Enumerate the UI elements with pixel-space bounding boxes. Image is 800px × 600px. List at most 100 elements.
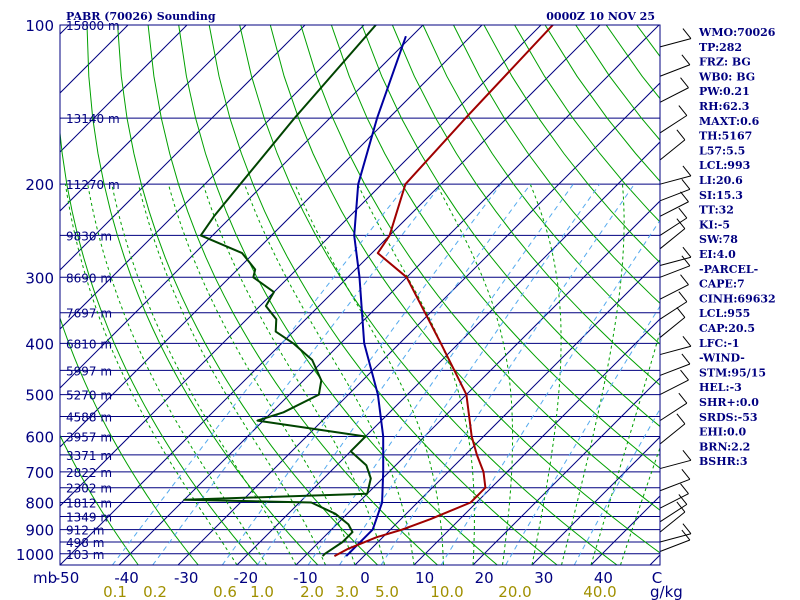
isotherm-line — [60, 25, 424, 389]
index-entry: SW:78 — [699, 233, 738, 246]
dry-adiabat — [60, 128, 259, 565]
moist-adiabat — [244, 184, 415, 565]
height-level-label: 5270 m — [66, 389, 112, 403]
wind-barb-flag — [681, 54, 691, 66]
index-entry: SHR+:0.0 — [699, 396, 759, 409]
wind-barb-flag — [676, 501, 686, 513]
mixing-ratio-line — [112, 183, 408, 565]
index-entry: CAPE:7 — [699, 278, 745, 291]
isotherm-line — [60, 25, 188, 153]
index-entry: CINH:69632 — [699, 292, 776, 305]
height-level-label: 15800 m — [66, 19, 120, 33]
index-entry: TH:5167 — [699, 130, 752, 143]
wind-barb-flag — [680, 274, 689, 285]
index-entry: TT:32 — [699, 204, 734, 217]
wind-barb-flag — [681, 179, 691, 190]
dry-adiabat — [391, 25, 660, 386]
pressure-tick-label: 300 — [25, 269, 54, 287]
wind-barb — [659, 274, 689, 300]
mixing-ratio-line — [152, 183, 442, 565]
wind-barb-flag — [678, 105, 688, 116]
wind-barb-staff — [659, 402, 688, 422]
wind-barb — [659, 392, 688, 422]
wind-barb-staff — [659, 511, 686, 533]
wind-barb-staff — [659, 201, 689, 217]
wind-barb-flag — [678, 494, 688, 505]
height-level-label: 103 m — [66, 548, 104, 562]
wind-barb-flag — [680, 77, 689, 89]
wind-barb — [659, 165, 692, 185]
mixing-ratio-line — [307, 183, 574, 565]
index-entry: TP:282 — [699, 41, 742, 54]
height-level-label: 2822 m — [66, 466, 112, 480]
wind-barb — [659, 246, 692, 267]
wind-barb-flag — [681, 468, 691, 480]
height-level-label: 1349 m — [66, 510, 112, 524]
wind-barb-staff — [659, 188, 691, 202]
wind-barb-staff — [659, 175, 692, 185]
height-level-label: 2302 m — [66, 482, 112, 496]
wind-barb — [659, 129, 686, 161]
wind-barb — [659, 413, 686, 445]
dry-adiabat — [147, 25, 438, 565]
wind-barb-flag — [676, 413, 686, 425]
wind-barb-flag — [681, 529, 691, 541]
wind-barb-flag — [678, 207, 688, 219]
wind-barb-staff — [659, 38, 692, 48]
moist-adiabat — [202, 184, 385, 565]
isotherm-line — [413, 318, 660, 565]
pressure-tick-label: 200 — [25, 176, 54, 194]
wind-barb-flag — [678, 392, 688, 404]
index-entry: LFC:-1 — [699, 337, 740, 350]
mixing-ratio-line — [339, 183, 601, 565]
index-entry: -PARCEL- — [699, 263, 758, 276]
wind-barb-staff — [659, 345, 692, 356]
wind-barb — [659, 529, 691, 552]
dry-adiabat — [361, 25, 660, 428]
wind-barb — [659, 353, 691, 376]
dry-adiabat — [330, 25, 660, 469]
mixing-ratio-tick-label: 0.2 — [143, 583, 167, 600]
wind-barb — [659, 77, 689, 103]
temperature-tick-label: 10 — [415, 569, 434, 587]
height-level-label: 13140 m — [66, 112, 120, 126]
wind-barb — [659, 494, 688, 523]
pressure-tick-label: 600 — [25, 428, 54, 446]
index-entry: LI:20.6 — [699, 174, 743, 187]
temperature-tick-label: -40 — [114, 569, 139, 587]
height-level-label: 498 m — [66, 536, 104, 550]
index-entry: EI:4.0 — [699, 248, 736, 261]
mixing-ratio-tick-label: 20.0 — [498, 583, 531, 600]
wind-barb — [659, 307, 686, 338]
moist-adiabat — [64, 184, 238, 565]
isotherm-line — [354, 259, 660, 565]
wind-barb-flag — [682, 28, 692, 39]
mixing-ratio-tick-label: 10.0 — [430, 583, 463, 600]
temperature-tick-label: 20 — [475, 569, 494, 587]
wind-barb — [659, 28, 692, 48]
dry-adiabat — [269, 25, 660, 554]
index-entry: PW:0.21 — [699, 85, 750, 98]
isotherm-line — [60, 25, 247, 212]
index-entry: MAXT:0.6 — [699, 115, 760, 128]
temperature-tick-label: -10 — [293, 569, 318, 587]
moist-adiabat — [294, 184, 444, 565]
wind-barb-staff — [659, 265, 691, 278]
temperature-tick-label: 30 — [534, 569, 553, 587]
wind-barb — [659, 369, 689, 396]
mixing-ratio-tick-label: 3.0 — [335, 583, 359, 600]
height-level-label: 1812 m — [66, 497, 112, 511]
wind-barb-flag — [678, 291, 688, 303]
wind-barb-flag — [682, 335, 692, 347]
isotherm-line — [177, 82, 660, 565]
wind-barb-staff — [659, 478, 691, 492]
station-title: PABR (70026) Sounding — [66, 10, 216, 23]
wind-barb-flag — [681, 353, 691, 365]
dry-adiabat — [453, 25, 660, 304]
wind-barb-staff — [659, 87, 689, 103]
mixing-ratio-unit-label: g/kg — [650, 583, 683, 600]
moist-adiabat — [167, 184, 356, 565]
